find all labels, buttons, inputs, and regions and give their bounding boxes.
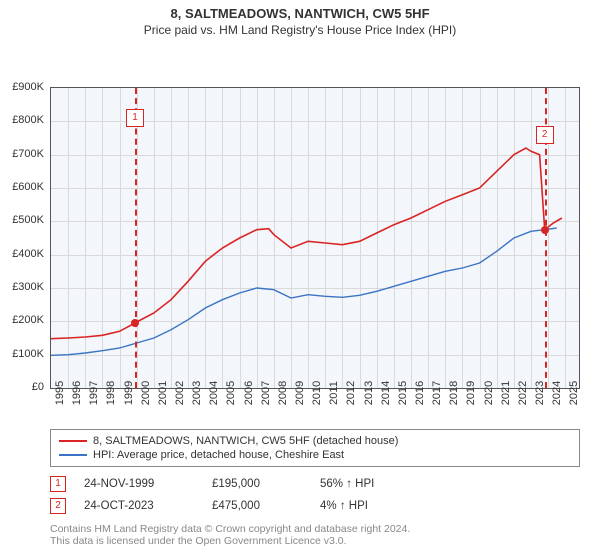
transaction-row: 2 24-OCT-2023 £475,000 4% ↑ HPI (50, 495, 580, 517)
x-tick-label: 2010 (311, 381, 323, 405)
series-hpi (51, 228, 557, 355)
x-tick-label: 2008 (277, 381, 289, 405)
x-tick-label: 2005 (225, 381, 237, 405)
transactions-table: 1 24-NOV-1999 £195,000 56% ↑ HPI 2 24-OCT-202… (50, 473, 580, 517)
x-tick-label: 2014 (380, 381, 392, 405)
x-tick-label: 1999 (123, 381, 135, 405)
y-tick-label: £700K (0, 148, 44, 160)
transaction-row: 1 24-NOV-1999 £195,000 56% ↑ HPI (50, 473, 580, 495)
x-tick-label: 2011 (328, 381, 340, 405)
transaction-vline (135, 88, 137, 388)
x-tick-label: 2003 (191, 381, 203, 405)
x-tick-label: 2012 (345, 381, 357, 405)
legend-label: HPI: Average price, detached house, Ches… (93, 449, 344, 461)
chart-container: 8, SALTMEADOWS, NANTWICH, CW5 5HF Price … (0, 0, 600, 560)
y-tick-label: £800K (0, 114, 44, 126)
y-tick-label: £100K (0, 348, 44, 360)
legend-item: HPI: Average price, detached house, Ches… (59, 448, 571, 462)
x-tick-label: 1995 (54, 381, 66, 405)
transaction-price: £195,000 (212, 478, 302, 490)
transaction-dot (541, 226, 549, 234)
y-tick-label: £600K (0, 181, 44, 193)
title-block: 8, SALTMEADOWS, NANTWICH, CW5 5HF Price … (0, 0, 600, 39)
transaction-date: 24-OCT-2023 (84, 500, 194, 512)
transaction-delta: 56% ↑ HPI (320, 478, 374, 490)
x-tick-label: 2022 (517, 381, 529, 405)
legend-label: 8, SALTMEADOWS, NANTWICH, CW5 5HF (detac… (93, 435, 398, 447)
title-address: 8, SALTMEADOWS, NANTWICH, CW5 5HF (0, 6, 600, 21)
x-tick-label: 2019 (465, 381, 477, 405)
legend-swatch (59, 454, 87, 456)
data-notice: Contains HM Land Registry data © Crown c… (50, 523, 580, 547)
legend: 8, SALTMEADOWS, NANTWICH, CW5 5HF (detac… (50, 429, 580, 467)
chart: 12£0£100K£200K£300K£400K£500K£600K£700K£… (0, 39, 600, 423)
x-tick-label: 2024 (551, 381, 563, 405)
transaction-dot (131, 319, 139, 327)
transaction-row-marker: 1 (50, 476, 66, 492)
x-tick-label: 2015 (397, 381, 409, 405)
x-tick-label: 2013 (363, 381, 375, 405)
transaction-row-marker: 2 (50, 498, 66, 514)
transaction-delta: 4% ↑ HPI (320, 500, 368, 512)
notice-line-2: This data is licensed under the Open Gov… (50, 535, 580, 547)
x-tick-label: 2020 (483, 381, 495, 405)
plot-area: 12 (50, 87, 580, 389)
x-tick-label: 1997 (88, 381, 100, 405)
legend-swatch (59, 440, 87, 442)
x-tick-label: 2017 (431, 381, 443, 405)
x-tick-label: 2009 (294, 381, 306, 405)
y-tick-label: £0 (0, 381, 44, 393)
x-tick-label: 2001 (157, 381, 169, 405)
transaction-date: 24-NOV-1999 (84, 478, 194, 490)
title-subtitle: Price paid vs. HM Land Registry's House … (0, 23, 600, 37)
x-tick-label: 2018 (448, 381, 460, 405)
y-tick-label: £900K (0, 81, 44, 93)
x-tick-label: 2002 (174, 381, 186, 405)
x-tick-label: 2021 (500, 381, 512, 405)
y-tick-label: £400K (0, 248, 44, 260)
x-tick-label: 2023 (534, 381, 546, 405)
legend-item: 8, SALTMEADOWS, NANTWICH, CW5 5HF (detac… (59, 434, 571, 448)
transaction-marker: 2 (536, 126, 554, 144)
x-tick-label: 2007 (260, 381, 272, 405)
x-tick-label: 2025 (568, 381, 580, 405)
x-tick-label: 1996 (71, 381, 83, 405)
x-tick-label: 2006 (243, 381, 255, 405)
y-tick-label: £300K (0, 281, 44, 293)
y-tick-label: £200K (0, 314, 44, 326)
y-tick-label: £500K (0, 214, 44, 226)
series-price_paid (51, 148, 562, 339)
x-tick-label: 2004 (208, 381, 220, 405)
transaction-marker: 1 (126, 109, 144, 127)
x-tick-label: 1998 (105, 381, 117, 405)
x-tick-label: 2000 (140, 381, 152, 405)
x-tick-label: 2016 (414, 381, 426, 405)
notice-line-1: Contains HM Land Registry data © Crown c… (50, 523, 580, 535)
series-svg (51, 88, 579, 388)
transaction-price: £475,000 (212, 500, 302, 512)
